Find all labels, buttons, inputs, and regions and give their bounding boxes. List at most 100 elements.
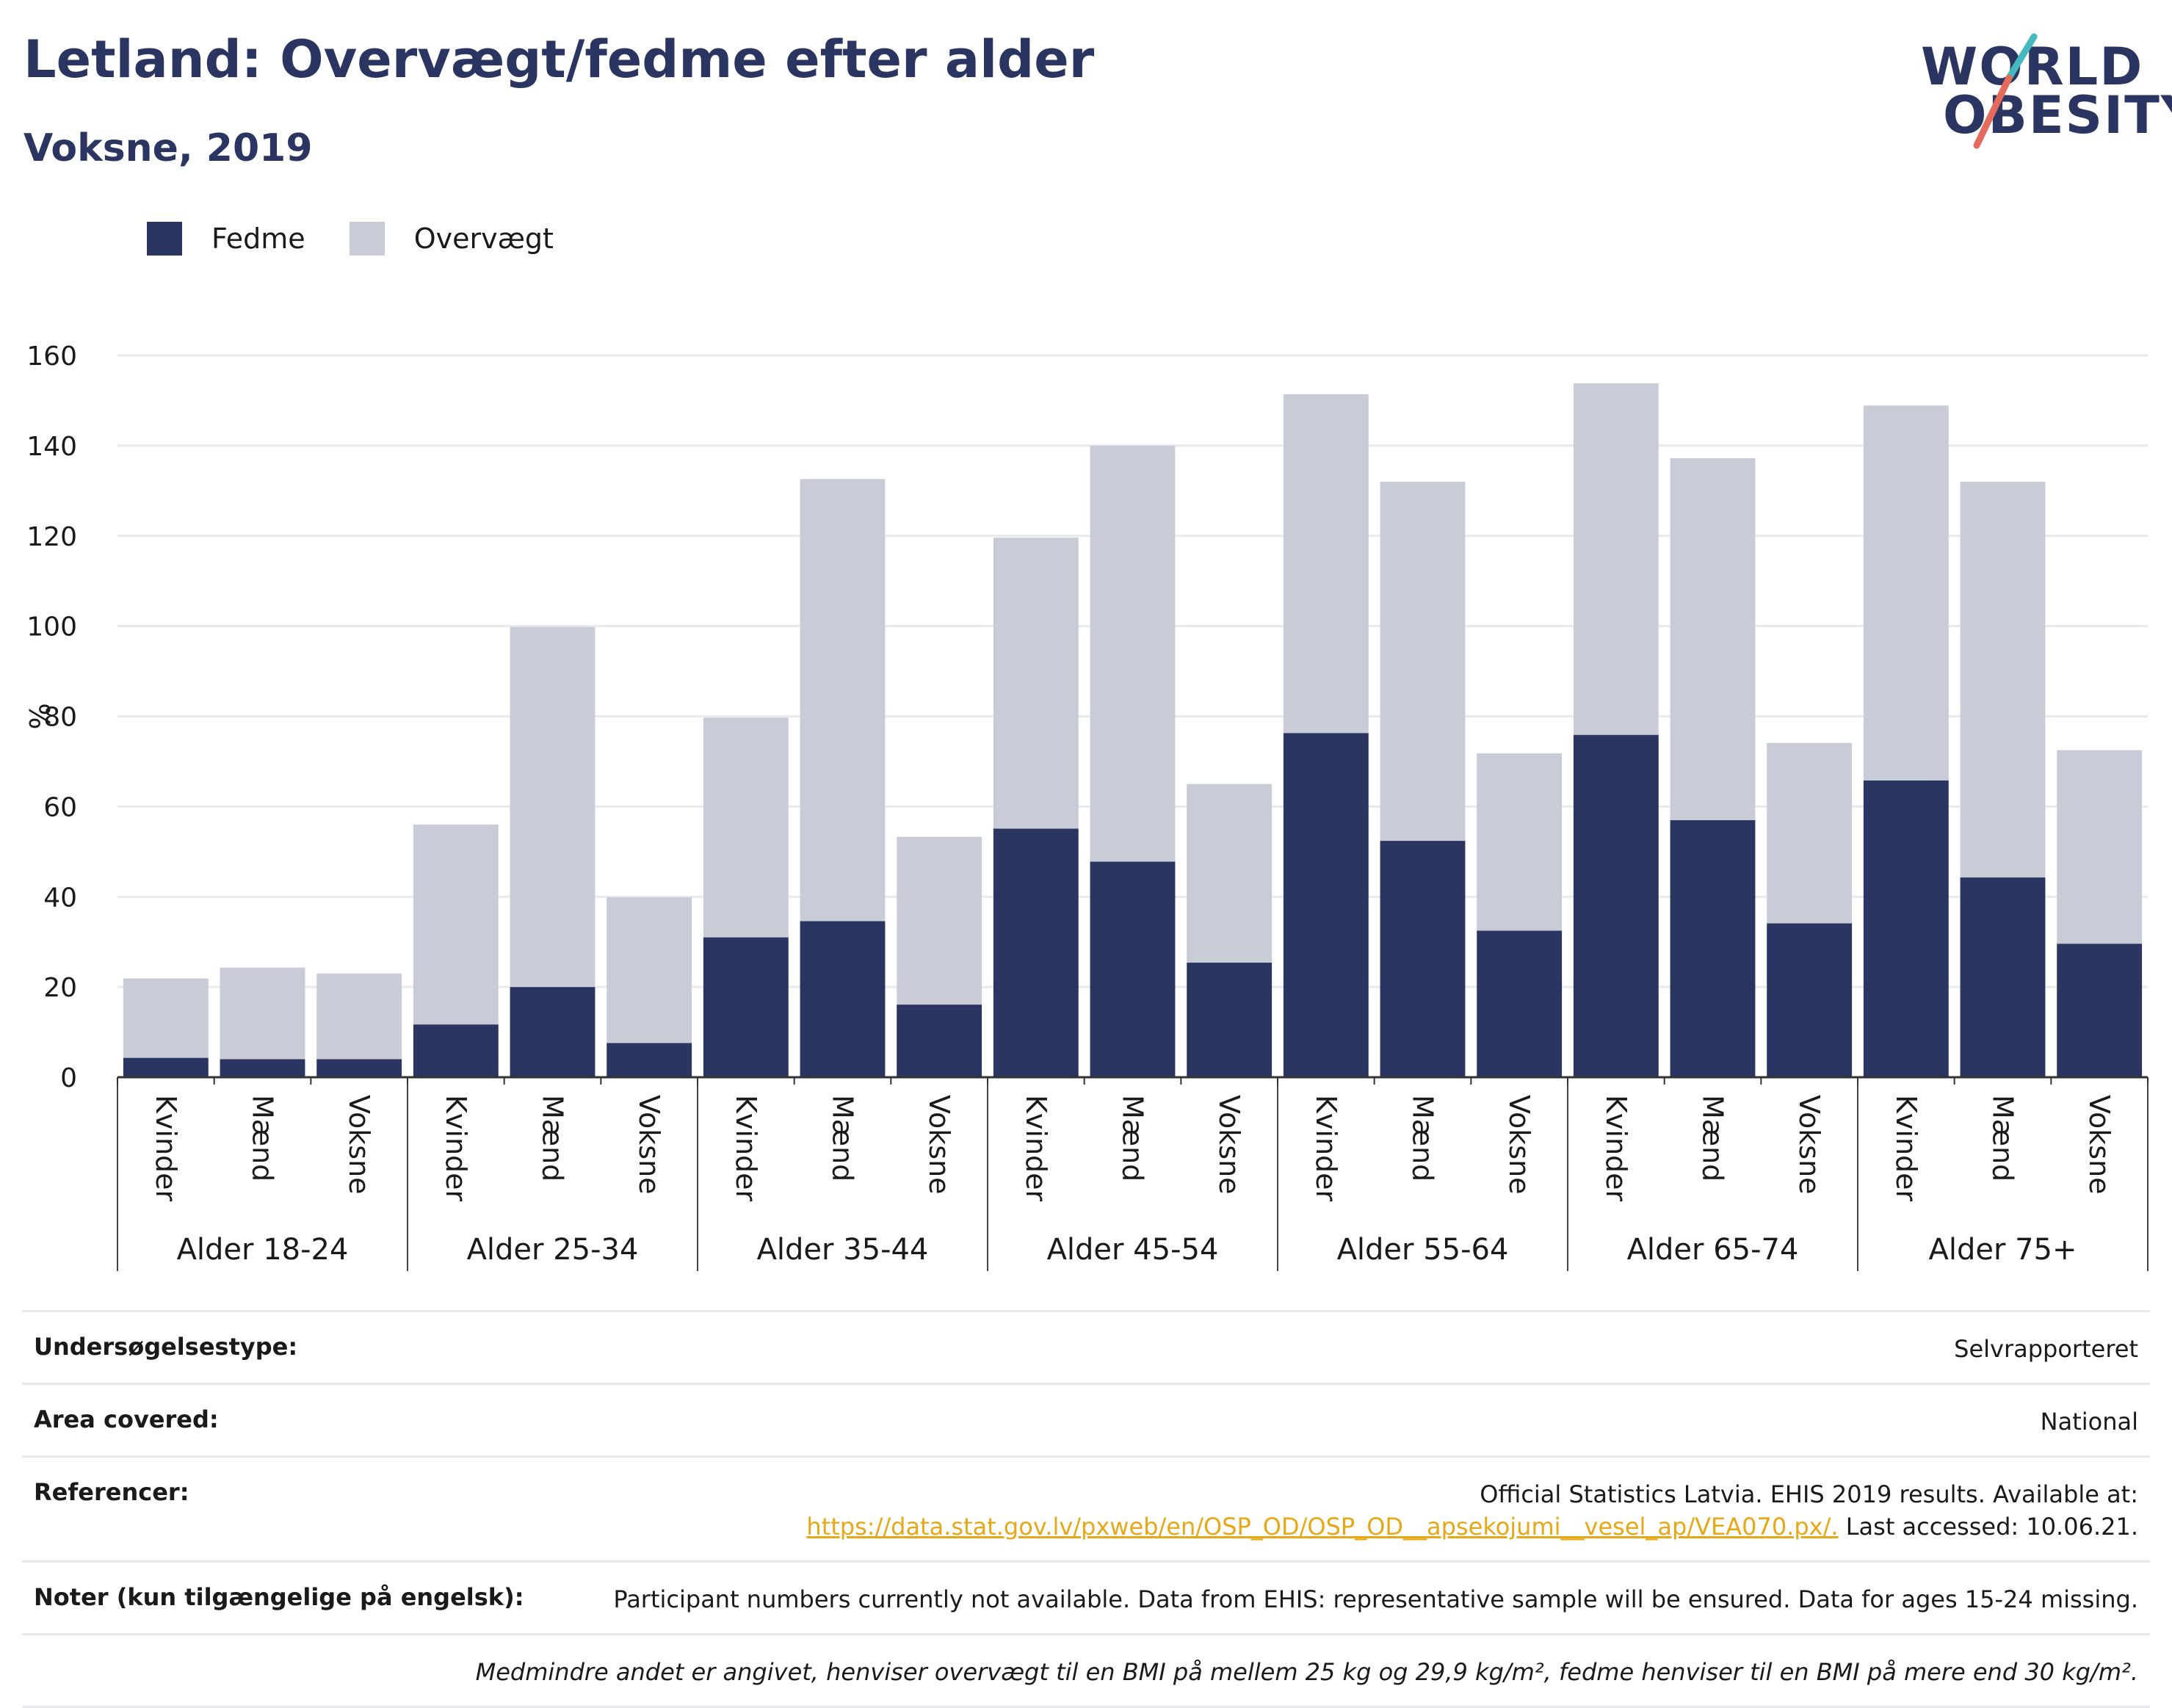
x-tick-label: Mænd xyxy=(247,1095,279,1182)
bar-fedme xyxy=(413,1024,499,1077)
y-tick-label: 40 xyxy=(43,883,77,913)
bar-overvaegt xyxy=(1670,458,1756,820)
reference-text: Official Statistics Latvia. EHIS 2019 re… xyxy=(1480,1480,2138,1508)
info-table: Undersøgelsestype: Selvrapporteret Area … xyxy=(22,1310,2150,1708)
info-row-notes: Noter (kun tilgængelige på engelsk): Par… xyxy=(22,1560,2150,1633)
bar-fedme xyxy=(1960,877,2046,1077)
info-row-footnote: Medmindre andet er angivet, henviser ove… xyxy=(22,1633,2150,1708)
y-axis-label: % xyxy=(24,703,57,729)
x-tick-label: Voksne xyxy=(923,1095,955,1195)
bar-fedme xyxy=(1477,930,1563,1077)
info-row-area: Area covered: National xyxy=(22,1383,2150,1455)
x-tick-label: Mænd xyxy=(827,1095,859,1182)
bar-overvaegt xyxy=(1960,482,2046,877)
bar-overvaegt xyxy=(1573,383,1659,735)
world-obesity-logo: WORLD OBESITY xyxy=(1916,29,2172,154)
bar-overvaegt xyxy=(1187,784,1273,963)
bar-overvaegt xyxy=(123,978,209,1058)
group-label: Alder 65-74 xyxy=(1627,1233,1799,1267)
bar-fedme xyxy=(1187,962,1273,1077)
legend-label-fedme: Fedme xyxy=(211,222,305,255)
bar-fedme xyxy=(1670,819,1756,1077)
x-tick-label: Voksne xyxy=(2083,1095,2115,1195)
group-label: Alder 35-44 xyxy=(757,1233,929,1267)
x-tick-label: Mænd xyxy=(1987,1095,2019,1182)
footnote-text: Medmindre andet er angivet, henviser ove… xyxy=(475,1658,2138,1686)
y-tick-label: 20 xyxy=(43,973,77,1003)
bar-overvaegt xyxy=(1767,742,1853,924)
bar-fedme xyxy=(510,987,596,1077)
x-tick-label: Mænd xyxy=(1697,1095,1729,1182)
bar-fedme xyxy=(123,1057,209,1077)
x-tick-label: Voksne xyxy=(633,1095,665,1195)
reference-accessed: Last accessed: 10.06.21. xyxy=(1838,1513,2138,1541)
bar-fedme xyxy=(993,828,1079,1077)
info-value-area: National xyxy=(2040,1408,2138,1436)
legend-label-overvaegt: Overvægt xyxy=(413,222,554,255)
y-tick-label: 100 xyxy=(26,612,77,643)
x-tick-label: Kvinder xyxy=(440,1095,472,1202)
legend-swatch-overvaegt xyxy=(349,222,385,256)
info-value-survey-type: Selvrapporteret xyxy=(1954,1335,2138,1363)
x-tick-label: Mænd xyxy=(1117,1095,1149,1182)
bar-overvaegt xyxy=(703,717,789,938)
info-value-notes: Participant numbers currently not availa… xyxy=(613,1585,2138,1613)
y-tick-label: 0 xyxy=(60,1063,77,1093)
group-label: Alder 55-64 xyxy=(1337,1233,1509,1267)
info-key-area: Area covered: xyxy=(34,1405,219,1433)
bar-overvaegt xyxy=(220,967,305,1060)
y-tick-label: 60 xyxy=(43,792,77,822)
bar-overvaegt xyxy=(800,479,886,922)
y-tick-label: 140 xyxy=(26,432,77,462)
group-label: Alder 18-24 xyxy=(177,1233,349,1267)
x-tick-label: Kvinder xyxy=(1020,1095,1052,1202)
bar-fedme xyxy=(1090,861,1176,1077)
x-tick-label: Kvinder xyxy=(1890,1095,1922,1202)
bar-overvaegt xyxy=(993,538,1079,829)
x-tick-label: Kvinder xyxy=(1600,1095,1632,1202)
legend-swatch-fedme xyxy=(147,222,182,256)
x-tick-label: Voksne xyxy=(1793,1095,1825,1195)
bar-fedme xyxy=(607,1043,692,1077)
bar-overvaegt xyxy=(316,973,402,1060)
x-tick-label: Kvinder xyxy=(730,1095,762,1202)
page-title: Letland: Overvægt/fedme efter alder xyxy=(23,29,1095,90)
bar-fedme xyxy=(800,921,886,1077)
bar-overvaegt xyxy=(1380,482,1466,842)
x-tick-label: Voksne xyxy=(343,1095,375,1195)
info-key-notes: Noter (kun tilgængelige på engelsk): xyxy=(34,1583,524,1611)
page-subtitle: Voksne, 2019 xyxy=(23,126,313,170)
y-tick-label: 80 xyxy=(43,703,77,733)
x-tick-label: Mænd xyxy=(537,1095,569,1182)
stacked-bar-chart: 0 20 40 60 80 100 120 140 160% Kvinder Mænd Voksne A… xyxy=(24,341,2149,1271)
reference-link[interactable]: https://data.stat.gov.lv/pxweb/en/OSP_OD… xyxy=(806,1513,1839,1541)
bar-overvaegt xyxy=(2057,750,2143,944)
group-label: Alder 75+ xyxy=(1928,1233,2077,1267)
bar-fedme xyxy=(2057,944,2143,1077)
bar-fedme xyxy=(316,1059,402,1077)
bar-fedme xyxy=(1863,780,1949,1077)
group-label: Alder 25-34 xyxy=(467,1233,639,1267)
bar-fedme xyxy=(897,1005,982,1077)
chart-legend: Fedme Overvægt xyxy=(147,220,598,257)
bar-fedme xyxy=(703,937,789,1077)
bar-overvaegt xyxy=(1090,445,1176,862)
info-key-survey-type: Undersøgelsestype: xyxy=(34,1333,298,1361)
logo-slash-icon xyxy=(1973,33,2038,149)
bar-overvaegt xyxy=(897,836,982,1005)
info-value-references: Official Statistics Latvia. EHIS 2019 re… xyxy=(806,1478,2138,1543)
info-key-references: Referencer: xyxy=(34,1478,189,1506)
x-tick-label: Mænd xyxy=(1407,1095,1439,1182)
bar-overvaegt xyxy=(510,626,596,988)
bar-fedme xyxy=(1573,734,1659,1077)
bar-overvaegt xyxy=(413,824,499,1025)
y-tick-label: 160 xyxy=(26,341,77,372)
info-row-survey-type: Undersøgelsestype: Selvrapporteret xyxy=(22,1310,2150,1383)
info-row-references: Referencer: Official Statistics Latvia. … xyxy=(22,1455,2150,1560)
bar-fedme xyxy=(1283,733,1369,1077)
x-tick-label: Voksne xyxy=(1213,1095,1245,1195)
x-tick-label: Voksne xyxy=(1503,1095,1535,1195)
x-tick-label: Kvinder xyxy=(150,1095,182,1202)
bar-fedme xyxy=(220,1059,305,1077)
x-tick-label: Kvinder xyxy=(1310,1095,1342,1202)
